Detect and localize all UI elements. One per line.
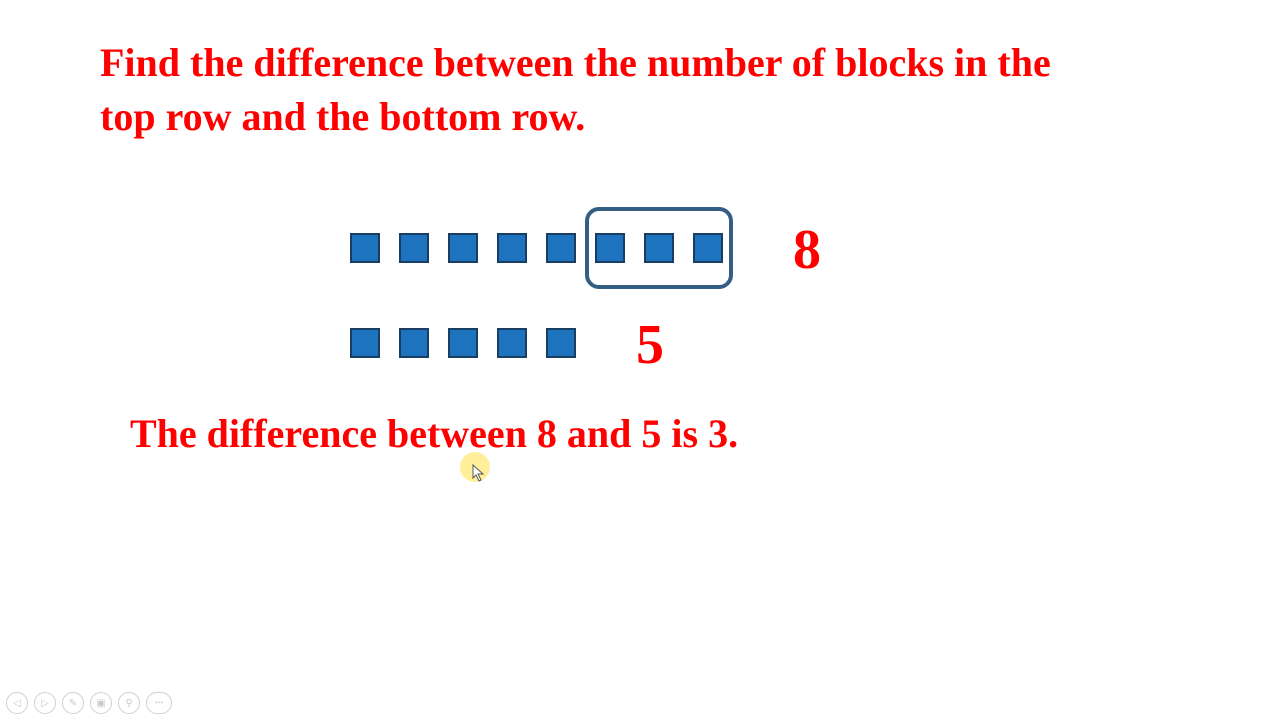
instruction-text: Find the difference between the number o…: [100, 36, 1100, 144]
toolbar-more-button[interactable]: •••: [146, 692, 172, 714]
top-row: 8: [350, 210, 821, 290]
block: [448, 233, 478, 263]
bottom-row-count: 5: [636, 313, 664, 377]
block: [448, 328, 478, 358]
bottom-row: 5: [350, 320, 821, 370]
block: [350, 233, 380, 263]
block: [350, 328, 380, 358]
blocks-diagram: 8 5: [350, 210, 821, 370]
block: [693, 233, 723, 263]
toolbar-screen-button[interactable]: ▣: [90, 692, 112, 714]
block: [497, 328, 527, 358]
block: [644, 233, 674, 263]
top-row-count: 8: [793, 218, 821, 282]
block: [546, 328, 576, 358]
block: [399, 233, 429, 263]
block: [399, 328, 429, 358]
toolbar-next-button[interactable]: ▷: [34, 692, 56, 714]
cursor-arrow-icon: [472, 464, 486, 482]
toolbar-pen-button[interactable]: ✎: [62, 692, 84, 714]
block: [595, 233, 625, 263]
toolbar-prev-button[interactable]: ◁: [6, 692, 28, 714]
presentation-toolbar: ◁ ▷ ✎ ▣ ⚲ •••: [6, 692, 172, 714]
block: [546, 233, 576, 263]
answer-text: The difference between 8 and 5 is 3.: [130, 410, 738, 457]
block: [497, 233, 527, 263]
toolbar-zoom-button[interactable]: ⚲: [118, 692, 140, 714]
